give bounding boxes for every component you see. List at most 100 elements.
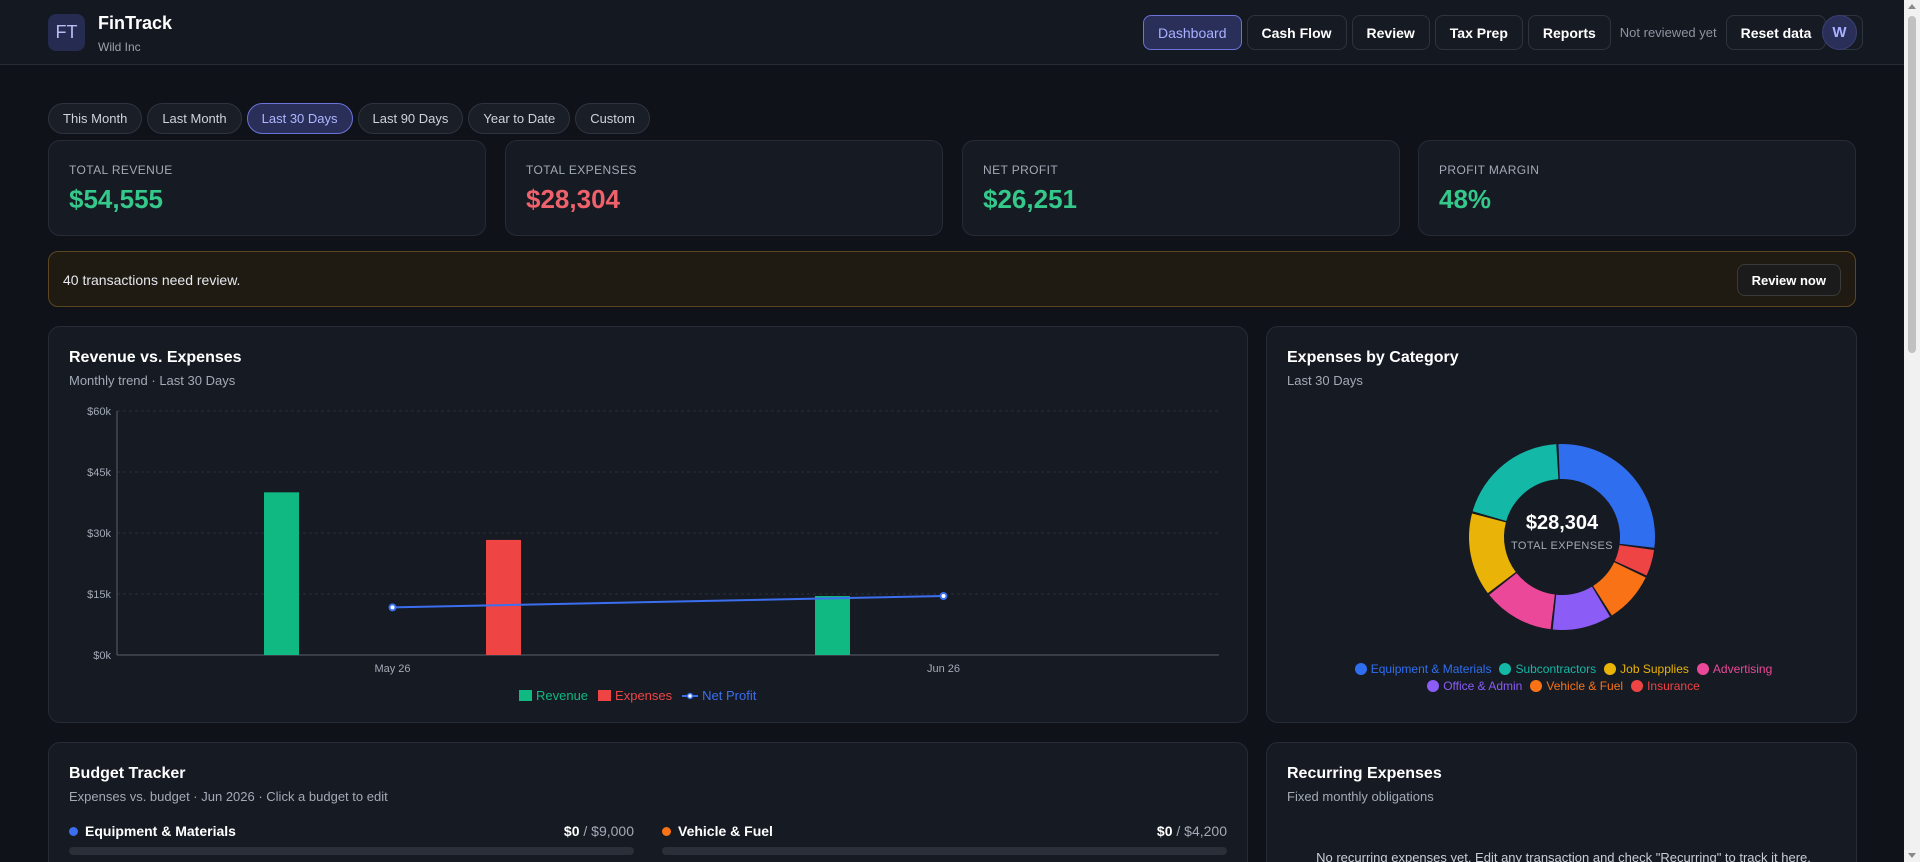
donut-slice[interactable]	[1468, 513, 1516, 594]
budget-amount: $0 / $9,000	[563, 823, 634, 839]
review-now-button[interactable]: Review now	[1736, 264, 1841, 296]
range-custom[interactable]: Custom	[575, 103, 650, 134]
point-net-profit	[939, 592, 948, 601]
donut-slice[interactable]	[1558, 444, 1655, 548]
legend-item[interactable]: Office & Admin	[1427, 679, 1522, 693]
tab-cash-flow[interactable]: Cash Flow	[1246, 15, 1347, 50]
tab-reports[interactable]: Reports	[1527, 15, 1611, 50]
range-last-90-days[interactable]: Last 90 Days	[357, 103, 464, 134]
tab-dashboard[interactable]: Dashboard	[1143, 15, 1242, 50]
panel-title: Expenses by Category	[1287, 349, 1459, 366]
alert-text: 40 transactions need review.	[63, 272, 241, 288]
y-tick-label: $15k	[87, 589, 111, 601]
budget-name: Equipment & Materials	[85, 823, 236, 839]
scroll-down-arrow-icon[interactable]	[1908, 853, 1916, 858]
empty-state-message: No recurring expenses yet. Edit any tran…	[1316, 850, 1811, 862]
donut-slice[interactable]	[1552, 586, 1610, 631]
legend-dot	[1604, 663, 1617, 675]
legend-dot	[1631, 680, 1644, 692]
bar-expenses	[486, 539, 521, 655]
kpi-card-revenue: TOTAL REVENUE $54,555	[48, 140, 486, 236]
kpi-value: 48%	[1439, 184, 1492, 214]
range-last-month[interactable]: Last Month	[147, 103, 242, 134]
budget-spent: $0	[1156, 823, 1173, 839]
legend-item[interactable]: Insurance	[1631, 679, 1700, 693]
donut-center-label: TOTAL EXPENSES	[1511, 540, 1613, 552]
donut-slice[interactable]	[1593, 562, 1646, 616]
donut-slice[interactable]	[1614, 545, 1655, 576]
legend-dot	[1427, 680, 1440, 692]
legend-label: Revenue	[536, 688, 589, 703]
line-net-profit	[392, 595, 944, 609]
budget-tracker-panel: Budget Tracker Expenses vs. budget · Jun…	[48, 742, 1248, 862]
range-this-month[interactable]: This Month	[48, 103, 143, 134]
review-alert-banner: 40 transactions need review. Review now	[48, 251, 1856, 307]
kpi-label: PROFIT MARGIN	[1439, 163, 1540, 177]
kpi-value: $28,304	[526, 184, 620, 214]
y-tick-label: $30k	[87, 528, 111, 540]
legend-label: Subcontractors	[1515, 662, 1597, 676]
point-net-profit	[388, 603, 397, 612]
kpi-card-net-profit: NET PROFIT $26,251	[962, 140, 1400, 236]
expenses-by-category-panel: Expenses by Category Last 30 Days $28,30…	[1266, 326, 1857, 723]
panel-title: Recurring Expenses	[1287, 765, 1442, 782]
panel-subtitle: Expenses vs. budget · Jun 2026 · Click a…	[69, 789, 388, 804]
review-status-text: Not reviewed yet	[1619, 25, 1717, 40]
reset-data-button[interactable]: Reset data	[1725, 15, 1827, 50]
budget-limit: $4,200	[1184, 823, 1227, 839]
scrollbar-thumb[interactable]	[1908, 16, 1916, 353]
scroll-up-arrow-icon[interactable]	[1908, 4, 1916, 9]
legend-label: Equipment & Materials	[1370, 662, 1492, 676]
panel-title: Revenue vs. Expenses	[69, 349, 242, 366]
kpi-label: TOTAL REVENUE	[69, 163, 173, 177]
tab-tax-prep[interactable]: Tax Prep	[1434, 15, 1523, 50]
donut-slice[interactable]	[1472, 444, 1559, 521]
top-bar: FT FinTrack Wild Inc Dashboard Cash Flow…	[0, 0, 1904, 65]
revenue-expenses-panel: Revenue vs. Expenses Monthly trend · Las…	[48, 326, 1248, 723]
budget-progress-bar	[662, 847, 1227, 855]
kpi-value: $26,251	[983, 184, 1077, 214]
bar-revenue	[264, 492, 299, 655]
x-tick-label: Jun 26	[927, 663, 960, 675]
user-avatar[interactable]: W	[1822, 15, 1857, 50]
legend-item[interactable]: Vehicle & Fuel	[1530, 679, 1623, 693]
x-tick-label: May 26	[374, 663, 410, 675]
budget-name: Vehicle & Fuel	[678, 823, 773, 839]
y-tick-label: $0k	[93, 650, 111, 662]
budget-item[interactable]: Equipment & Materials $0 / $9,000	[69, 823, 634, 862]
legend-label: Job Supplies	[1620, 662, 1689, 676]
main-nav: Dashboard Cash Flow Review Tax Prep Repo…	[1143, 15, 1864, 50]
donut-slice[interactable]	[1489, 573, 1555, 630]
legend-dot	[1354, 663, 1367, 675]
legend-item[interactable]: Subcontractors	[1499, 662, 1596, 676]
tab-review[interactable]: Review	[1351, 15, 1430, 50]
kpi-card-expenses: TOTAL EXPENSES $28,304	[505, 140, 943, 236]
legend-item[interactable]: Revenue	[519, 688, 588, 703]
budget-limit: $9,000	[591, 823, 634, 839]
page-scrollbar[interactable]	[1904, 0, 1920, 862]
legend-item[interactable]: Advertising	[1696, 662, 1773, 676]
budget-color-dot	[662, 827, 671, 836]
range-year-to-date[interactable]: Year to Date	[468, 103, 571, 134]
kpi-label: TOTAL EXPENSES	[526, 163, 637, 177]
y-tick-label: $45k	[87, 467, 111, 479]
donut-legend: Equipment & Materials Subcontractors Job S…	[1267, 662, 1860, 693]
panel-title: Budget Tracker	[69, 765, 186, 782]
legend-item[interactable]: Equipment & Materials	[1354, 662, 1492, 676]
budget-item[interactable]: Vehicle & Fuel $0 / $4,200	[662, 823, 1227, 862]
legend-label: Advertising	[1712, 662, 1773, 676]
chart-legend: Revenue Expenses Net Profit	[519, 688, 756, 703]
company-name: Wild Inc	[98, 40, 141, 54]
range-last-30-days[interactable]: Last 30 Days	[246, 103, 353, 134]
bar-revenue	[815, 596, 850, 655]
panel-subtitle: Monthly trend · Last 30 Days	[69, 373, 236, 388]
legend-item[interactable]: Expenses	[598, 688, 672, 703]
legend-item[interactable]: Net Profit	[682, 688, 756, 703]
y-tick-label: $60k	[87, 406, 111, 418]
kpi-value: $54,555	[69, 184, 163, 214]
budget-spent: $0	[563, 823, 580, 839]
legend-swatch	[598, 690, 612, 701]
legend-label: Insurance	[1647, 679, 1700, 693]
legend-label: Expenses	[615, 688, 673, 703]
legend-item[interactable]: Job Supplies	[1604, 662, 1689, 676]
